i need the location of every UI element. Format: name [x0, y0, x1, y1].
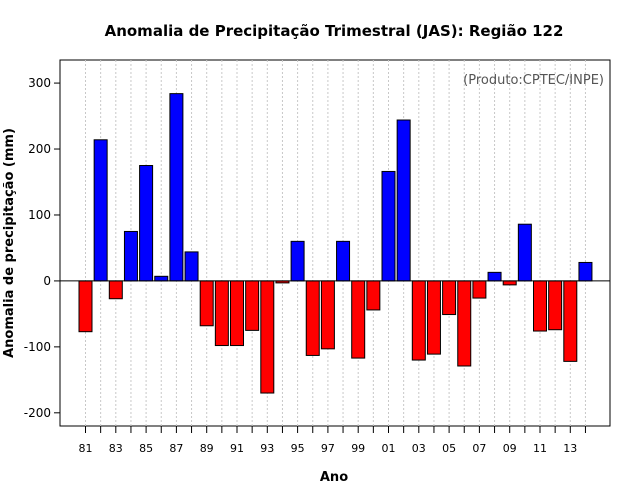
y-axis: -200 -100 0 100 200 300 [24, 76, 60, 420]
bar-2014 [578, 261, 593, 282]
x-tick-label: 05 [442, 442, 456, 455]
bar-2003 [411, 280, 426, 361]
y-tick-label: 300 [28, 76, 51, 90]
chart-title: Anomalia de Precipitação Trimestral (JAS… [105, 22, 564, 40]
plot-frame [59, 59, 611, 427]
bar-2002 [396, 119, 411, 282]
bar-2008 [487, 271, 502, 282]
y-tick-label: -100 [24, 340, 51, 354]
bar-1982 [93, 139, 108, 282]
x-tick-label: 95 [291, 442, 305, 455]
x-tick-label: 85 [139, 442, 153, 455]
bar-1997 [320, 280, 335, 350]
x-tick-label: 83 [109, 442, 123, 455]
x-tick-label: 87 [169, 442, 183, 455]
bar-1995 [290, 240, 305, 282]
y-tick-label: 200 [28, 142, 51, 156]
x-tick-label: 09 [503, 442, 517, 455]
bar-2010 [517, 223, 532, 282]
bar-2007 [472, 280, 487, 299]
bar-1987 [169, 93, 184, 282]
x-tick-label: 11 [533, 442, 547, 455]
bar-2001 [381, 170, 396, 282]
bar-1992 [245, 280, 260, 331]
x-tick-label: 97 [321, 442, 335, 455]
y-tick-label: 100 [28, 208, 51, 222]
x-tick-label: 03 [412, 442, 426, 455]
bar-1989 [199, 280, 214, 327]
bar-2004 [426, 280, 441, 355]
y-axis-label: Anomalia de precipitação (mm) [2, 128, 17, 358]
bar-1981 [78, 280, 93, 333]
bar-1993 [260, 280, 275, 394]
bar-2000 [366, 280, 381, 311]
bar-1991 [230, 280, 244, 347]
bar-2005 [442, 280, 457, 316]
bar-1985 [139, 165, 154, 282]
bar-2011 [533, 280, 547, 332]
x-axis-label: Ano [320, 470, 348, 485]
x-tick-label: 93 [260, 442, 274, 455]
bar-1990 [214, 280, 229, 347]
x-axis: 81 83 85 87 89 91 93 95 97 99 01 03 05 07 09 11 13 [79, 426, 586, 455]
bar-1988 [184, 251, 199, 282]
y-tick-label: 0 [43, 274, 51, 288]
x-tick-label: 07 [472, 442, 486, 455]
bar-1983 [108, 280, 123, 300]
x-tick-label: 13 [563, 442, 577, 455]
x-tick-label: 01 [382, 442, 396, 455]
y-tick-label: -200 [24, 406, 51, 420]
x-tick-label: 81 [79, 442, 93, 455]
x-tick-label: 99 [351, 442, 365, 455]
bar-2013 [563, 280, 578, 362]
bar-1999 [351, 280, 366, 359]
bar-2012 [548, 280, 563, 331]
x-tick-label: 89 [200, 442, 214, 455]
bar-2006 [457, 280, 472, 367]
credit-text: (Produto:CPTEC/INPE) [463, 73, 604, 88]
x-tick-label: 91 [230, 442, 244, 455]
bar-1996 [305, 280, 320, 356]
bar-2009 [502, 280, 517, 286]
bars [78, 93, 593, 394]
grid [85, 60, 586, 426]
bar-1986 [154, 275, 169, 282]
bar-1998 [336, 240, 351, 282]
bar-1984 [123, 230, 138, 282]
